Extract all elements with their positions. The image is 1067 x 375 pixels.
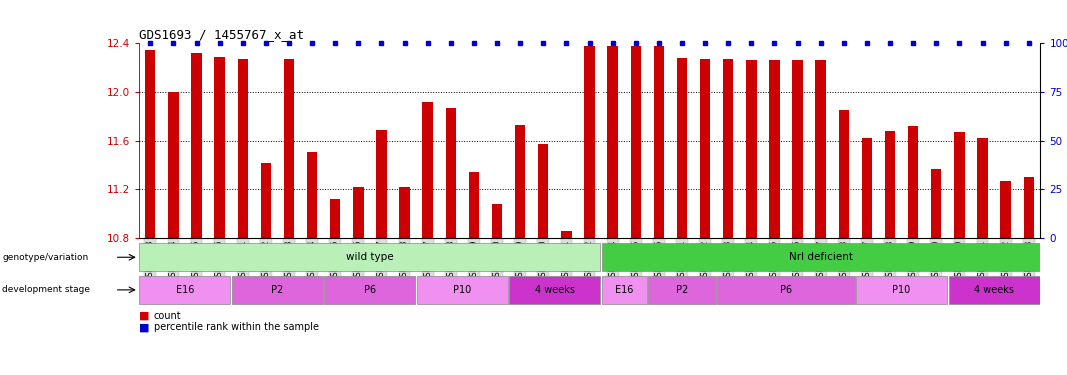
Bar xyxy=(631,45,641,238)
Bar xyxy=(145,51,156,238)
Bar xyxy=(908,126,919,238)
Text: percentile rank within the sample: percentile rank within the sample xyxy=(154,322,319,332)
Text: E16: E16 xyxy=(615,285,634,295)
Text: Nrl deficient: Nrl deficient xyxy=(790,252,854,262)
Bar xyxy=(191,53,202,238)
Bar xyxy=(139,243,600,271)
Bar xyxy=(717,276,855,304)
Bar xyxy=(949,276,1039,304)
Bar xyxy=(585,45,594,238)
Bar xyxy=(839,110,849,238)
Bar xyxy=(232,276,323,304)
Bar xyxy=(1023,177,1034,238)
Bar xyxy=(931,169,941,238)
Bar xyxy=(607,45,618,238)
Bar xyxy=(769,60,780,238)
Bar xyxy=(260,163,271,238)
Bar xyxy=(238,59,248,238)
Bar xyxy=(492,204,503,238)
Bar xyxy=(423,102,433,238)
Bar xyxy=(330,199,340,238)
Text: wild type: wild type xyxy=(346,252,393,262)
Text: GDS1693 / 1455767_x_at: GDS1693 / 1455767_x_at xyxy=(139,28,304,40)
Bar xyxy=(377,130,386,238)
Bar xyxy=(700,59,711,238)
Bar xyxy=(140,276,230,304)
Text: 4 weeks: 4 weeks xyxy=(974,285,1014,295)
Text: P2: P2 xyxy=(271,285,284,295)
Bar xyxy=(169,92,178,238)
Bar xyxy=(723,59,733,238)
Bar xyxy=(399,187,410,238)
Bar xyxy=(468,172,479,238)
Text: count: count xyxy=(154,311,181,321)
Bar xyxy=(602,276,647,304)
Bar xyxy=(561,231,572,238)
Text: P10: P10 xyxy=(453,285,472,295)
Bar xyxy=(676,58,687,238)
Bar xyxy=(977,138,988,238)
Text: genotype/variation: genotype/variation xyxy=(2,253,89,262)
Text: P2: P2 xyxy=(675,285,688,295)
Text: P6: P6 xyxy=(780,285,792,295)
Bar xyxy=(417,276,508,304)
Bar xyxy=(746,60,757,238)
Bar xyxy=(856,276,947,304)
Bar xyxy=(885,131,895,238)
Bar xyxy=(648,276,716,304)
Bar xyxy=(515,125,525,238)
Bar xyxy=(324,276,415,304)
Bar xyxy=(446,108,456,238)
Bar xyxy=(815,60,826,238)
Bar xyxy=(654,45,664,238)
Bar xyxy=(284,59,294,238)
Text: ■: ■ xyxy=(139,311,149,321)
Bar xyxy=(793,60,802,238)
Text: E16: E16 xyxy=(176,285,194,295)
Text: P6: P6 xyxy=(364,285,376,295)
Bar xyxy=(602,243,1040,271)
Text: P10: P10 xyxy=(892,285,911,295)
Text: development stage: development stage xyxy=(2,285,90,294)
Text: 4 weeks: 4 weeks xyxy=(535,285,575,295)
Bar xyxy=(307,152,317,238)
Bar xyxy=(214,57,225,238)
Bar xyxy=(862,138,872,238)
Bar xyxy=(1001,181,1010,238)
Bar xyxy=(353,187,364,238)
Text: ■: ■ xyxy=(139,322,149,332)
Bar xyxy=(954,132,965,238)
Bar xyxy=(538,144,548,238)
Bar xyxy=(509,276,601,304)
